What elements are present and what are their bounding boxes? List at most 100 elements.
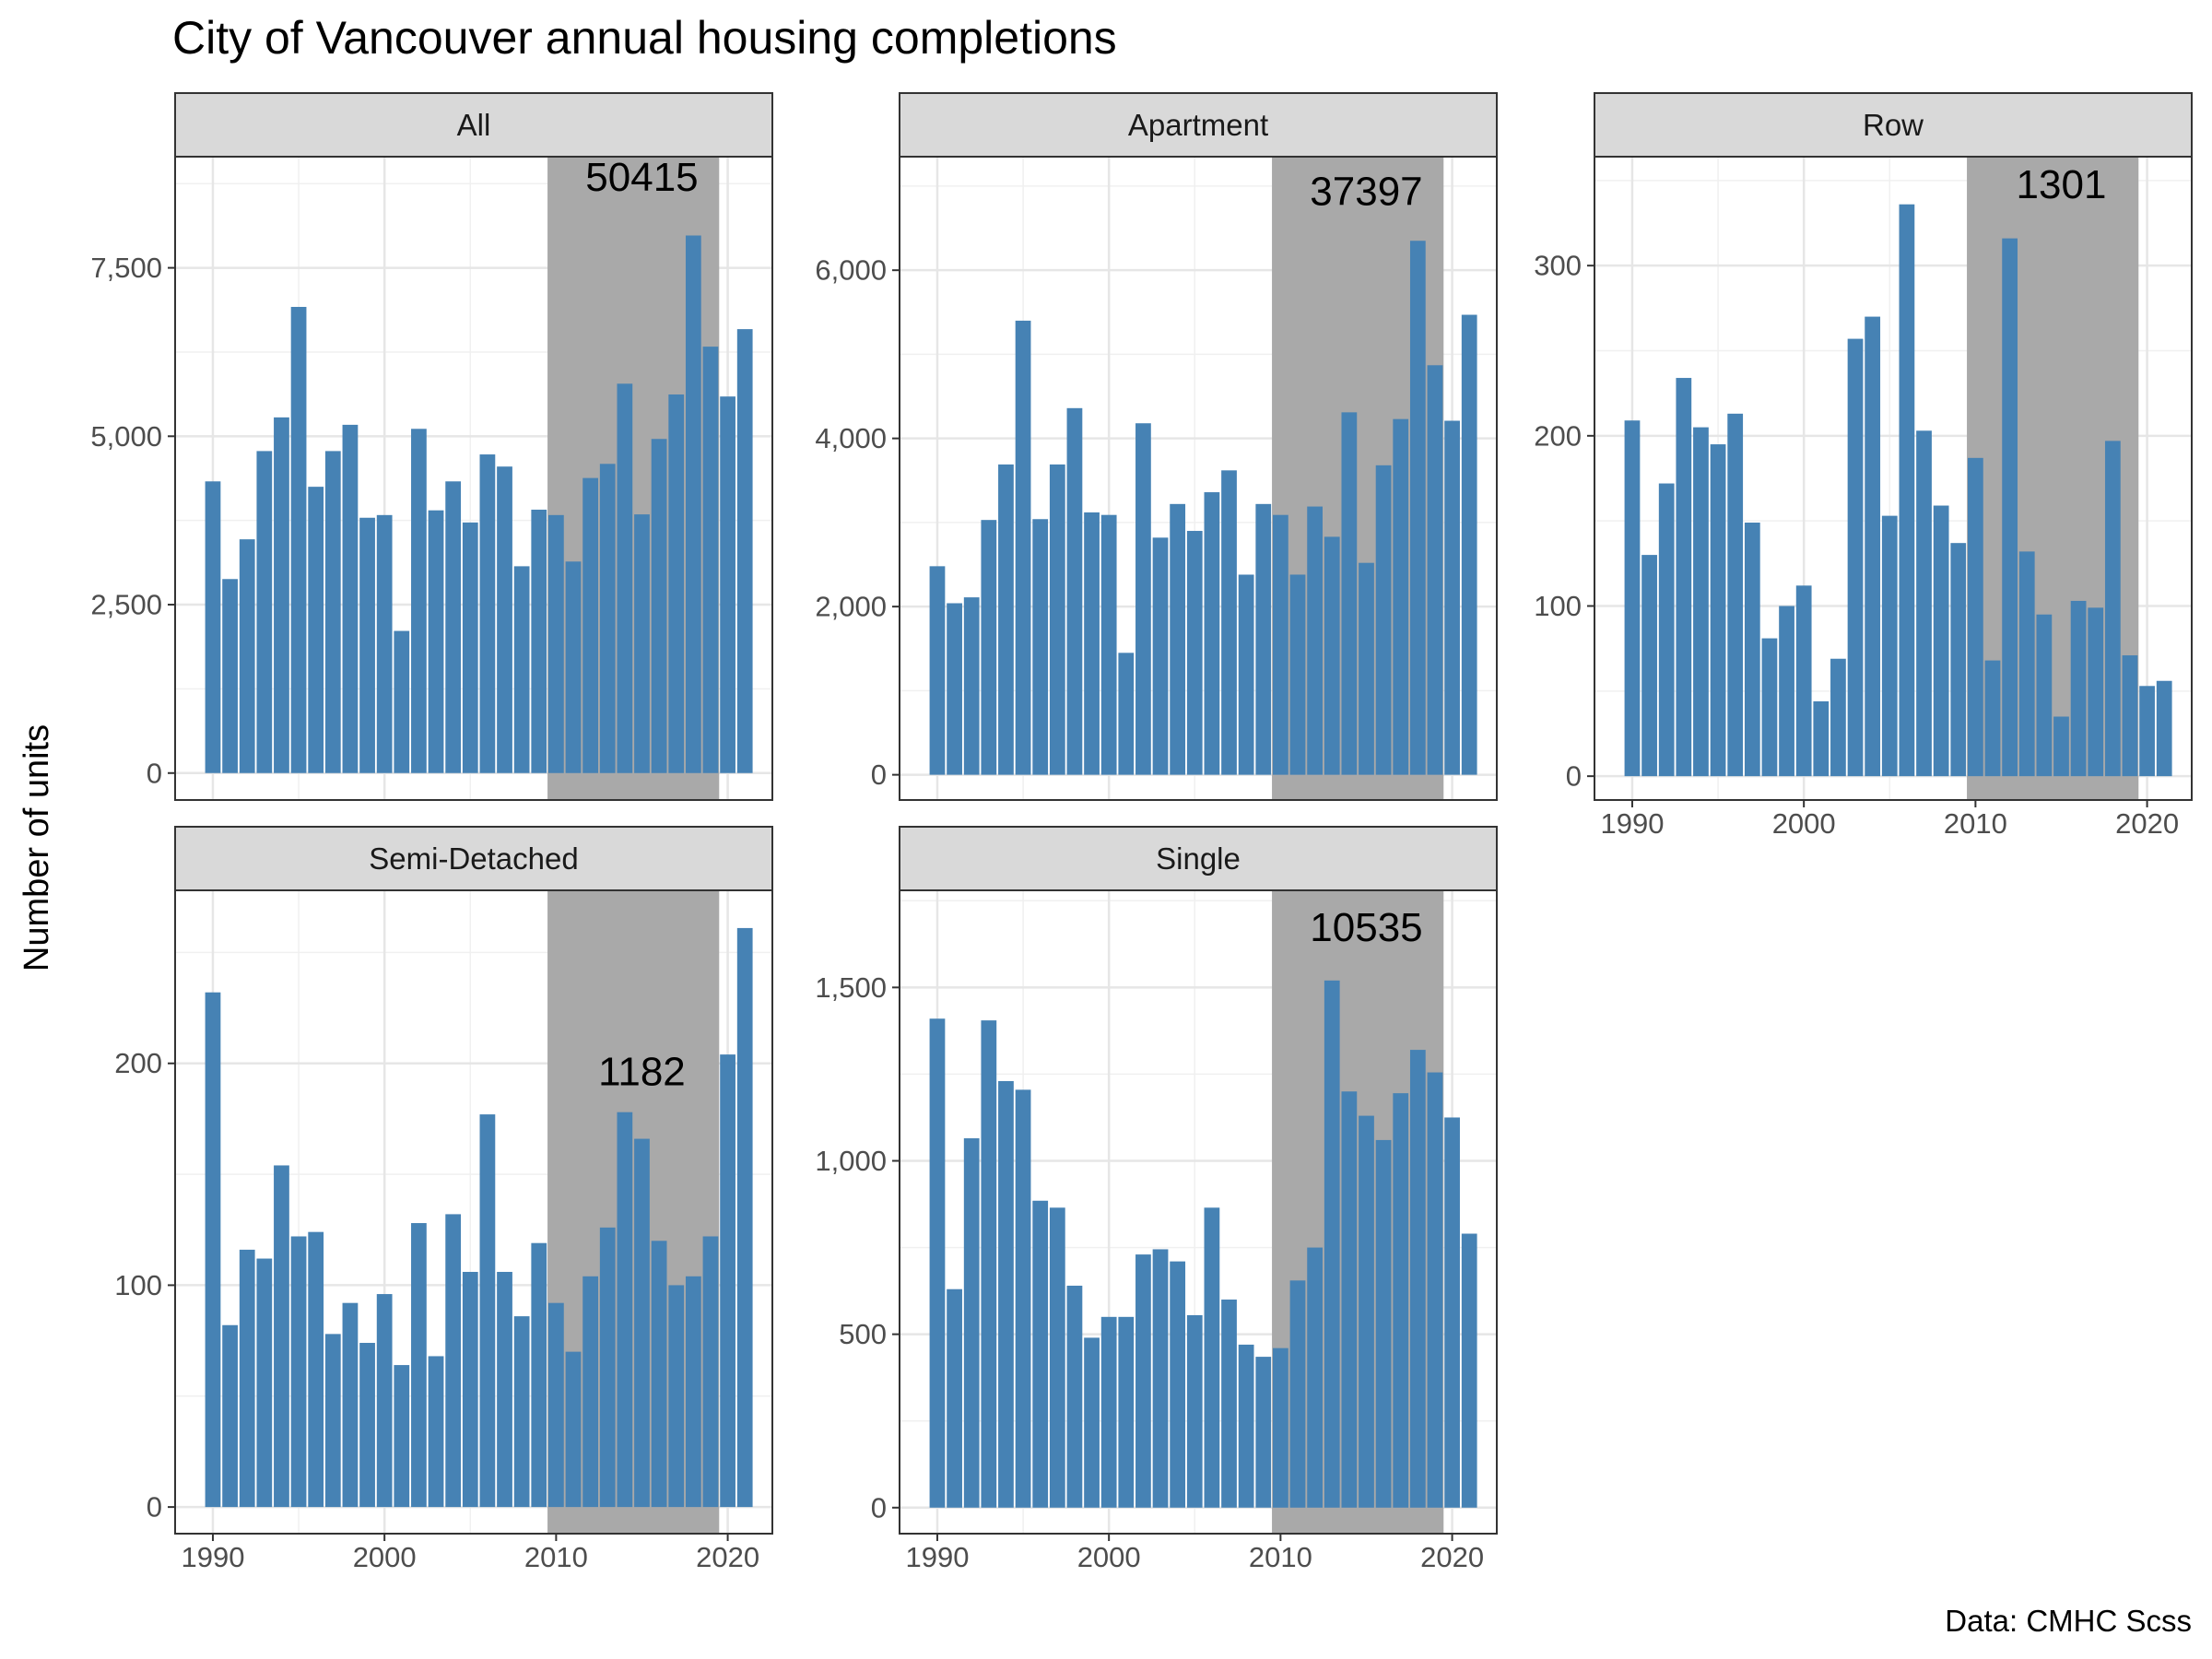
- bar-all-2013: [599, 464, 616, 773]
- bar-row-1994: [1693, 427, 1709, 777]
- bar-row-2019: [2122, 655, 2138, 777]
- bar-row-2011: [1984, 660, 2001, 777]
- bar-all-1993: [256, 451, 273, 773]
- y-tick-label: 5,000: [90, 420, 162, 453]
- x-tick-label: 2010: [524, 1541, 588, 1573]
- bar-row-2021: [2156, 680, 2172, 777]
- bar-semi-detached-2015: [634, 1138, 650, 1508]
- bar-all-2006: [479, 454, 496, 773]
- y-tick-label: 0: [147, 757, 162, 789]
- bar-apartment-2011: [1289, 574, 1306, 775]
- bar-single-2018: [1409, 1050, 1426, 1508]
- facet-strip: [174, 92, 773, 158]
- x-tick-label: 1990: [1600, 807, 1664, 840]
- y-tick-label: 2,000: [815, 591, 887, 623]
- panel-all: 50415 All 0 2,500 5,000 7,500: [90, 92, 773, 801]
- bar-row-2002: [1830, 658, 1846, 777]
- bar-semi-detached-1993: [256, 1258, 273, 1508]
- y-tick-label: 0: [871, 759, 887, 791]
- bar-single-2009: [1255, 1357, 1272, 1508]
- bar-apartment-2018: [1409, 241, 1426, 775]
- bar-row-2015: [2053, 716, 2069, 777]
- bar-apartment-1991: [947, 603, 962, 775]
- bar-all-2008: [513, 566, 530, 773]
- bar-all-1995: [290, 306, 307, 773]
- bar-all-2000: [376, 514, 393, 773]
- y-tick-label: 4,000: [815, 422, 887, 454]
- bar-row-2012: [2002, 238, 2018, 777]
- bar-single-2003: [1152, 1249, 1169, 1508]
- bar-apartment-2015: [1359, 562, 1374, 775]
- total-annotation: 37397: [1310, 170, 1422, 215]
- bar-apartment-1998: [1066, 407, 1083, 775]
- bar-all-1994: [274, 417, 289, 773]
- bar-semi-detached-2005: [462, 1271, 478, 1508]
- bar-all-2010: [548, 514, 564, 773]
- bar-apartment-2001: [1118, 653, 1135, 775]
- bar-single-1990: [929, 1018, 946, 1508]
- bar-single-2019: [1427, 1072, 1443, 1508]
- bar-single-2002: [1135, 1254, 1151, 1508]
- bar-semi-detached-2019: [702, 1236, 719, 1508]
- bar-all-1991: [222, 579, 238, 773]
- bar-row-2008: [1933, 505, 1949, 777]
- bar-semi-detached-2014: [617, 1112, 633, 1508]
- bar-apartment-2017: [1393, 418, 1409, 775]
- bar-single-2020: [1444, 1117, 1460, 1508]
- bar-all-2014: [617, 383, 633, 773]
- bar-single-2006: [1204, 1207, 1220, 1508]
- bar-all-2019: [702, 347, 719, 773]
- bar-single-1992: [963, 1138, 980, 1508]
- bar-apartment-2012: [1307, 506, 1323, 775]
- bar-apartment-2008: [1238, 574, 1254, 775]
- bar-semi-detached-2000: [376, 1294, 393, 1508]
- bar-row-2001: [1813, 700, 1830, 777]
- x-tick-label: 1990: [181, 1541, 244, 1573]
- x-tick-label: 2010: [1249, 1541, 1312, 1573]
- bar-row-1993: [1676, 378, 1692, 777]
- bar-semi-detached-1991: [222, 1324, 238, 1508]
- bar-single-1991: [947, 1288, 962, 1508]
- bar-all-2002: [411, 429, 427, 773]
- bar-row-1999: [1779, 606, 1794, 777]
- bar-row-2014: [2036, 614, 2053, 777]
- total-annotation: 1301: [2017, 162, 2107, 207]
- bar-single-2000: [1100, 1316, 1117, 1508]
- bar-semi-detached-2008: [513, 1316, 530, 1508]
- total-annotation: 1182: [598, 1049, 686, 1094]
- bar-row-1997: [1744, 523, 1760, 777]
- bar-semi-detached-2012: [582, 1276, 598, 1508]
- bar-apartment-1999: [1084, 512, 1100, 775]
- bar-all-1990: [205, 481, 221, 773]
- y-tick-label: 0: [147, 1491, 162, 1524]
- bar-semi-detached-2020: [720, 1054, 735, 1508]
- total-annotation: 50415: [585, 155, 698, 200]
- bar-single-2012: [1307, 1247, 1323, 1508]
- bar-single-2016: [1375, 1139, 1392, 1508]
- x-tick-label: 2020: [696, 1541, 759, 1573]
- bar-row-1992: [1658, 483, 1675, 777]
- bar-single-2013: [1324, 980, 1340, 1508]
- y-tick-label: 100: [114, 1269, 162, 1301]
- bar-all-2011: [565, 561, 582, 773]
- bar-row-2005: [1881, 515, 1898, 777]
- panel-row: 1301 Row 0 100 200 300 1990 2000 2010 2020: [1534, 92, 2193, 840]
- bar-all-2020: [720, 396, 735, 773]
- bar-single-2011: [1289, 1280, 1306, 1508]
- facet-label-apartment: Apartment: [1128, 108, 1268, 142]
- data-source-caption: Data: CMHC Scss: [1945, 1604, 2192, 1638]
- x-tick-label: 1990: [905, 1541, 969, 1573]
- bar-all-2009: [531, 509, 547, 773]
- bar-apartment-2007: [1221, 470, 1237, 775]
- bar-semi-detached-2004: [445, 1214, 462, 1508]
- facet-label-semi-detached: Semi-Detached: [369, 841, 578, 876]
- bar-all-2016: [651, 439, 667, 773]
- bar-semi-detached-1996: [308, 1231, 324, 1508]
- y-tick-label: 0: [1566, 760, 1582, 793]
- bar-semi-detached-2003: [428, 1356, 444, 1508]
- bar-single-2007: [1221, 1300, 1237, 1508]
- facet-label-single: Single: [1156, 841, 1241, 876]
- bar-semi-detached-2006: [479, 1114, 496, 1508]
- bar-row-2009: [1950, 543, 1967, 777]
